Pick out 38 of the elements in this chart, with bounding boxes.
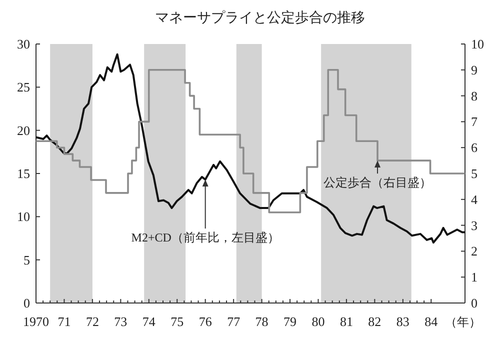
y2-tick-label: 5 — [471, 166, 478, 181]
y-tick-label: 15 — [17, 166, 30, 181]
y-tick-label: 20 — [17, 122, 30, 138]
x-tick-label: 77 — [227, 314, 241, 329]
y2-tick-label: 2 — [471, 244, 478, 259]
y2-tick-label: 0 — [471, 296, 478, 310]
y-tick-label: 25 — [17, 80, 30, 95]
x-tick-label: 84 — [424, 314, 438, 329]
x-tick-label: 1970 — [23, 314, 49, 329]
x-tick-label: 83 — [396, 314, 410, 329]
x-tick-label: 78 — [255, 314, 268, 329]
x-tick-label: 82 — [368, 314, 382, 329]
y2-tick-label: 10 — [471, 36, 484, 52]
x-tick-label: 80 — [312, 314, 325, 329]
x-tick-label: 74 — [142, 314, 156, 329]
x-tick-label: 81 — [340, 314, 353, 329]
annotation: M2+CD（前年比，左目盛） — [131, 230, 280, 245]
y-tick-label: 0 — [24, 296, 30, 310]
x-tick-label: 72 — [86, 314, 99, 329]
x-axis-title: （年） — [445, 315, 481, 329]
y2-tick-label: 3 — [471, 218, 478, 233]
y2-tick-label: 8 — [471, 88, 478, 104]
annotation: 公定歩合（右目盛） — [324, 176, 432, 190]
y2-tick-label: 4 — [471, 192, 478, 207]
y2-tick-label: 6 — [471, 140, 478, 156]
line-series — [35, 53, 466, 244]
y-tick-label: 5 — [24, 252, 30, 268]
x-tick-label: 73 — [114, 314, 128, 329]
x-tick-label: 71 — [58, 314, 71, 329]
y2-tick-label: 9 — [471, 62, 478, 78]
x-tick-label: 75 — [170, 314, 184, 329]
x-tick-label: 79 — [284, 314, 297, 329]
y-tick-label: 30 — [17, 36, 30, 52]
y2-tick-label: 1 — [471, 270, 478, 285]
x-tick-label: 76 — [198, 314, 212, 329]
y2-tick-label: 7 — [471, 114, 478, 130]
y-tick-label: 10 — [17, 209, 30, 224]
chart-title: マネーサプライと公定歩合の推移 — [155, 10, 365, 26]
